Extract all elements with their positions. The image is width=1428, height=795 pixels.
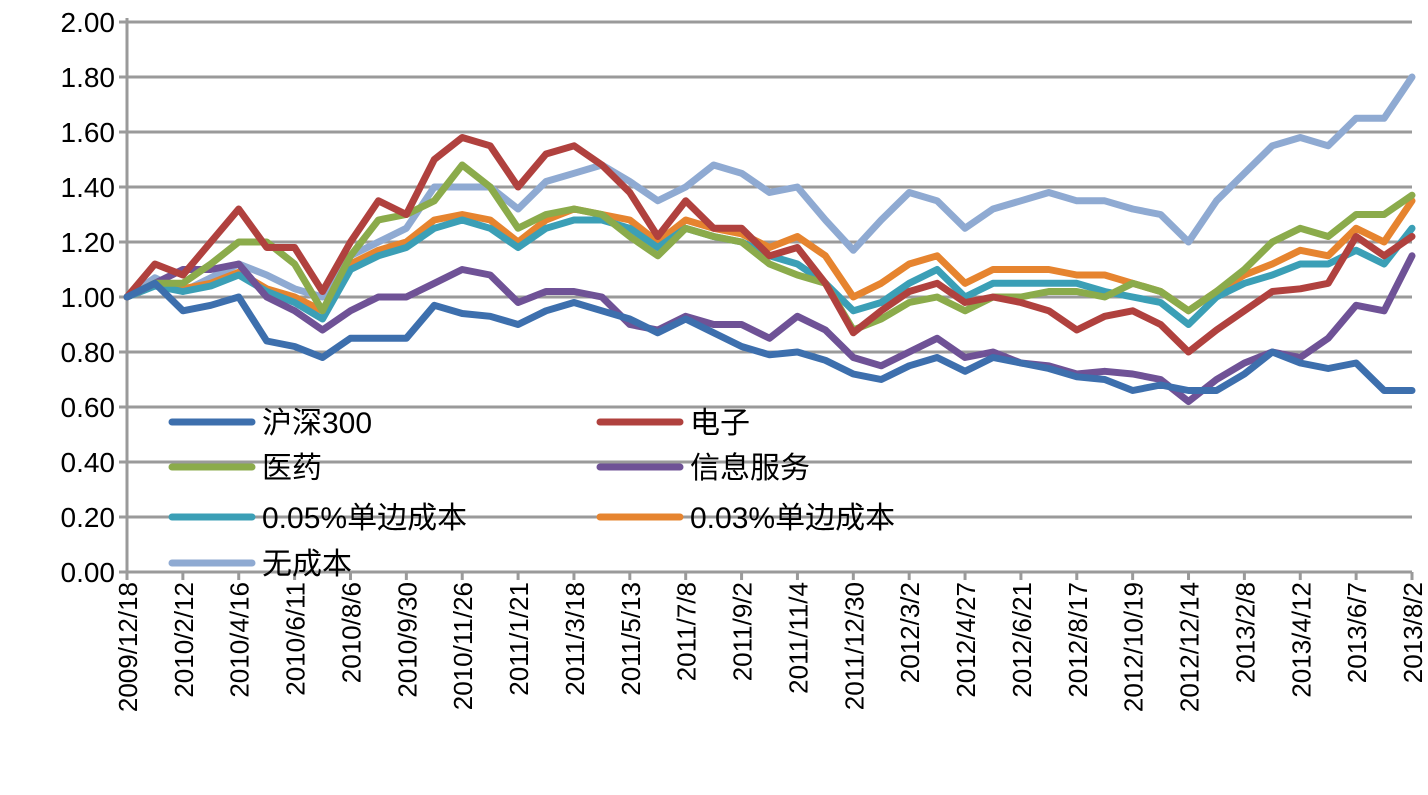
legend-label: 信息服务 [690, 452, 810, 485]
legend-item: 医药 [168, 452, 322, 485]
legend-label: 0.05%单边成本 [262, 502, 467, 535]
legend-item: 电子 [596, 407, 750, 440]
x-tick-label: 2012/6/21 [1007, 582, 1037, 698]
x-tick-label: 2011/3/18 [560, 582, 590, 696]
x-tick-label: 2010/6/11 [281, 582, 311, 696]
y-tick-label: 1.60 [61, 117, 116, 148]
x-tick-label: 2013/2/8 [1230, 582, 1260, 683]
y-tick-label: 1.80 [61, 62, 116, 93]
x-tick-label: 2011/1/21 [504, 582, 534, 696]
x-tick-label: 2012/3/2 [895, 582, 925, 683]
x-tick-label: 2013/4/12 [1286, 582, 1316, 698]
x-tick-label: 2011/5/13 [616, 582, 646, 696]
legend-item: 0.03%单边成本 [596, 502, 895, 535]
x-axis: 2009/12/18 2010/2/12 2010/4/16 2010/6/11 201… [113, 570, 1428, 712]
y-tick-label: 0.20 [61, 502, 116, 533]
y-tick-label: 2.00 [61, 7, 116, 38]
legend-item: 信息服务 [596, 452, 810, 485]
legend-label: 无成本 [262, 548, 352, 581]
legend-label: 0.03%单边成本 [690, 502, 895, 535]
y-tick-label: 0.80 [61, 337, 116, 368]
y-tick-label: 1.00 [61, 282, 116, 313]
x-tick-label: 2012/12/14 [1175, 582, 1205, 712]
legend-item: 0.05%单边成本 [168, 502, 467, 535]
legend-item: 无成本 [168, 548, 352, 581]
x-tick-label: 2010/4/16 [225, 582, 255, 698]
legend-item: 沪深300 [168, 407, 372, 440]
y-tick-label: 0.40 [61, 447, 116, 478]
x-tick-label: 2011/11/4 [783, 582, 813, 694]
x-tick-label: 2013/8/2 [1398, 582, 1428, 683]
x-tick-label: 2013/6/7 [1342, 582, 1372, 683]
x-tick-label: 2010/2/12 [169, 582, 199, 698]
x-tick-label: 2010/11/26 [448, 582, 478, 710]
y-tick-label: 1.40 [61, 172, 116, 203]
legend-label: 电子 [690, 407, 750, 440]
series-line [123, 134, 1416, 356]
x-tick-label: 2010/9/30 [392, 582, 422, 698]
x-tick-label: 2012/8/17 [1063, 582, 1093, 698]
x-tick-label: 2010/8/6 [336, 582, 366, 683]
x-tick-label: 2009/12/18 [113, 582, 143, 712]
x-tick-label: 2011/7/8 [672, 582, 702, 681]
y-tick-label: 0.60 [61, 392, 116, 423]
y-tick-label: 0.00 [61, 557, 116, 588]
legend-label: 医药 [262, 452, 322, 485]
x-tick-label: 2012/4/27 [951, 582, 981, 698]
series-line [123, 161, 1416, 334]
series-line [123, 279, 1416, 394]
series-lines [123, 73, 1416, 405]
legend-label: 沪深300 [262, 407, 372, 440]
series-line [123, 252, 1416, 405]
y-tick-label: 1.20 [61, 227, 116, 258]
y-axis: 0.00 0.20 0.40 0.60 0.80 1.00 1.20 1.40 1.60 1.80… [61, 7, 129, 588]
x-tick-label: 2012/10/19 [1119, 582, 1149, 712]
x-tick-label: 2011/9/2 [728, 582, 758, 681]
gridlines [127, 20, 1412, 519]
x-tick-label: 2011/12/30 [839, 582, 869, 710]
